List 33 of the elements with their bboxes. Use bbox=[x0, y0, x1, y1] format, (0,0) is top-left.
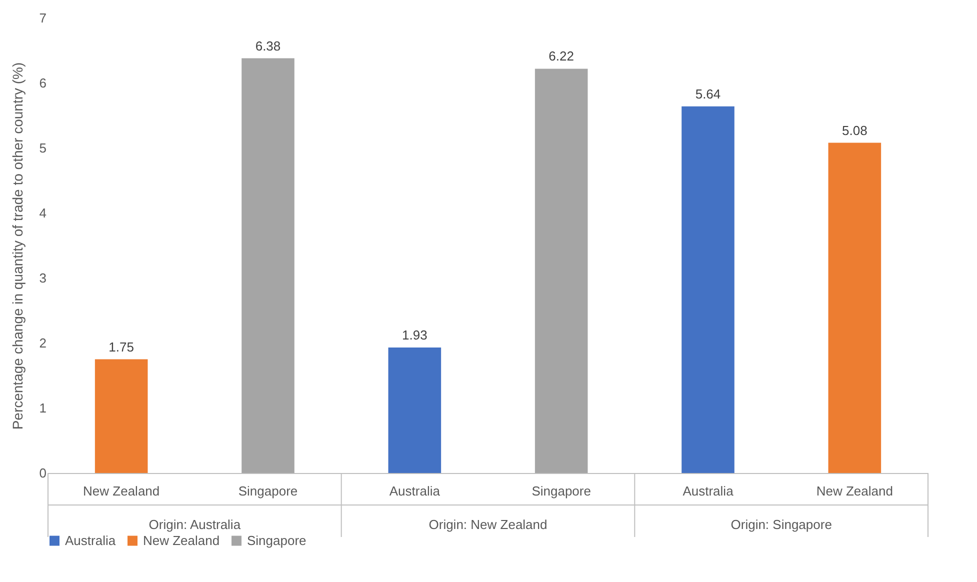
y-tick-label: 6 bbox=[39, 76, 46, 90]
data-label: 1.75 bbox=[108, 339, 134, 354]
x-tick-label: New Zealand bbox=[83, 484, 160, 498]
x-tick-label: Singapore bbox=[238, 484, 298, 498]
y-tick-label: 5 bbox=[39, 140, 46, 156]
text: Origin: New Zealand bbox=[428, 517, 548, 532]
y-axis-title: Percentage change in quantity of trade to other country (%) bbox=[9, 62, 26, 430]
data-label: 6.38 bbox=[255, 38, 281, 54]
y-tick-label: 3 bbox=[39, 270, 46, 286]
data-label: 5.64 bbox=[695, 86, 721, 102]
bar bbox=[828, 142, 882, 473]
legend-label: Singapore bbox=[247, 532, 306, 548]
legend-label: New Zealand bbox=[143, 532, 220, 548]
text: Origin: Australia bbox=[148, 517, 242, 532]
data-label: 1.93 bbox=[402, 328, 428, 343]
y-tick-label: 4 bbox=[39, 206, 46, 220]
x-tick-label: New Zealand bbox=[816, 484, 893, 498]
bar bbox=[242, 58, 294, 473]
bar bbox=[94, 359, 148, 473]
legend-label: Australia bbox=[65, 532, 116, 548]
x-tick-label: Australia bbox=[389, 484, 441, 498]
y-tick-label: 2 bbox=[39, 336, 46, 350]
bar bbox=[534, 68, 588, 473]
text: Origin: Singapore bbox=[730, 517, 832, 532]
bar bbox=[388, 348, 442, 473]
y-tick-label: 0 bbox=[39, 466, 46, 480]
x-tick-label: Australia bbox=[682, 484, 734, 498]
y-tick-label: 1 bbox=[39, 400, 46, 416]
x-tick-label: Singapore bbox=[532, 484, 591, 498]
bar bbox=[682, 106, 734, 473]
data-label: 5.08 bbox=[842, 122, 868, 138]
data-label: 6.22 bbox=[548, 48, 574, 64]
y-tick-label: 7 bbox=[39, 10, 46, 26]
